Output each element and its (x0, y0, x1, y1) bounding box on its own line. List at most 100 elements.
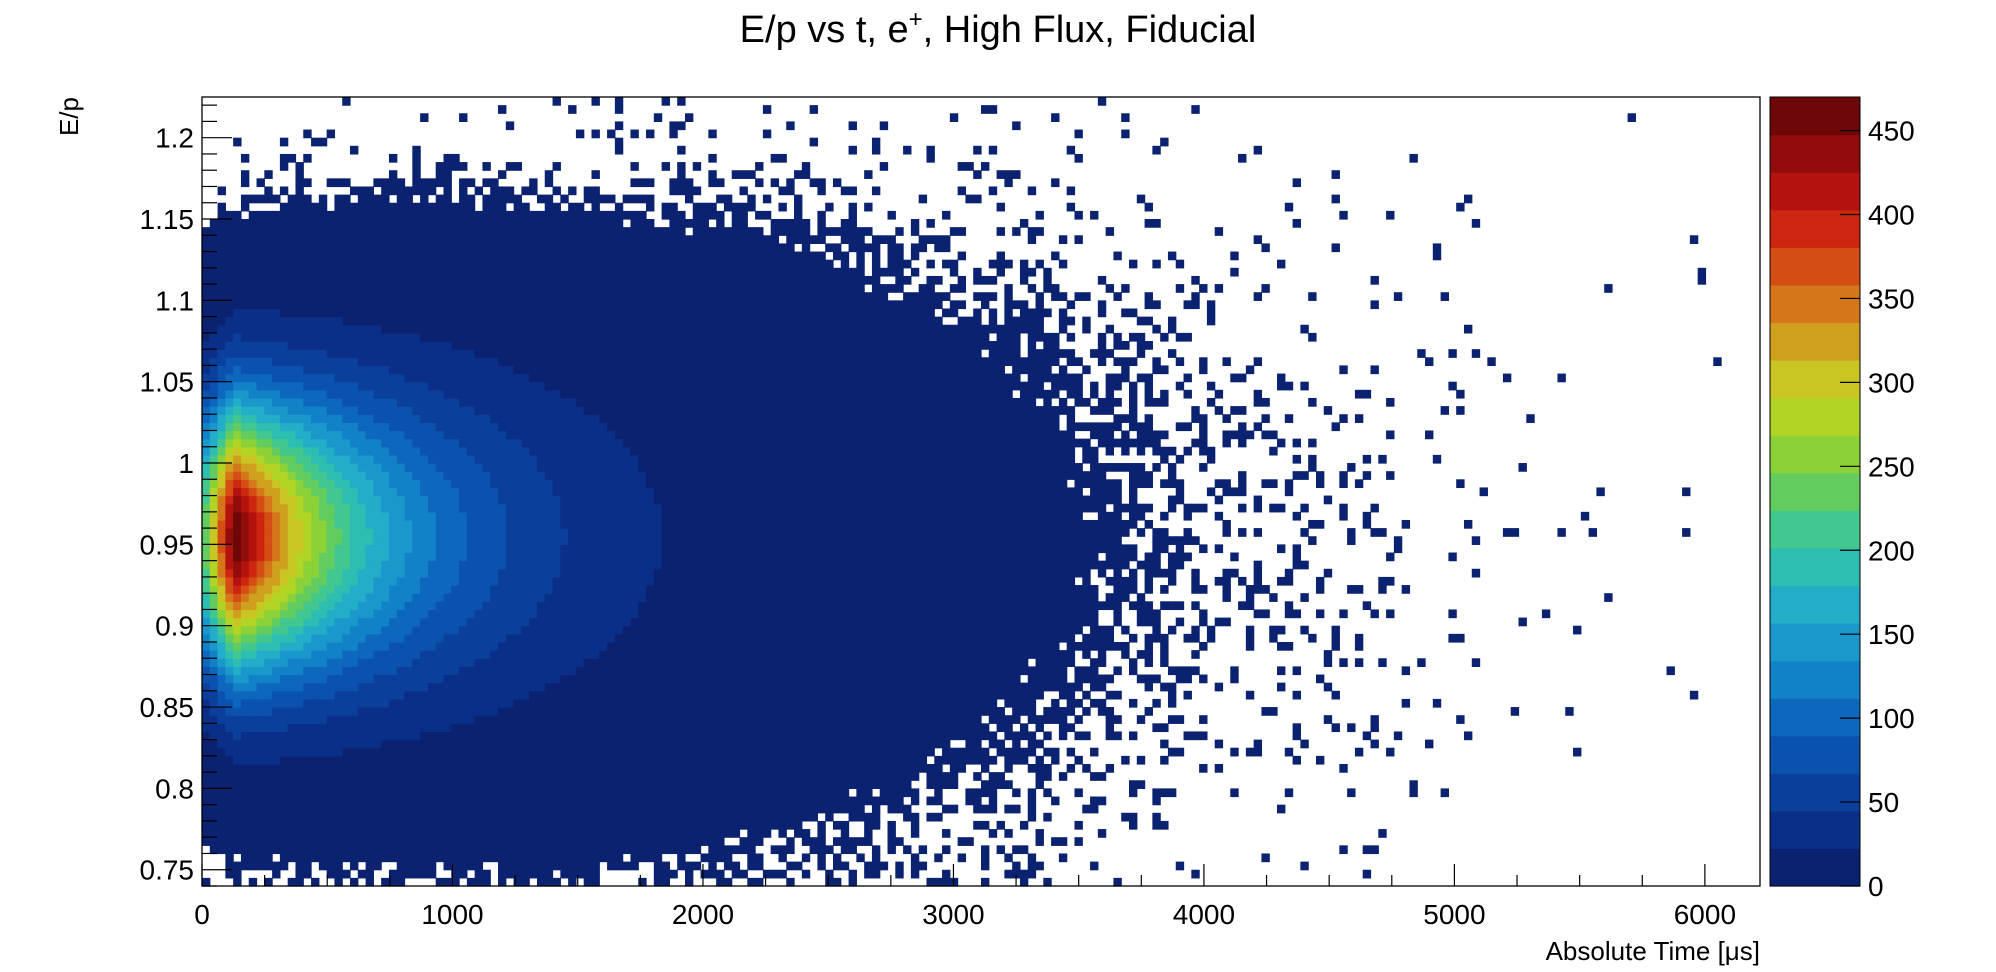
heatmap-bin (451, 292, 460, 301)
heatmap-bin (264, 707, 273, 716)
heatmap-bin (404, 780, 413, 789)
heatmap-bin (342, 763, 351, 773)
heatmap-bin (225, 227, 234, 236)
heatmap-bin (427, 227, 437, 236)
heatmap-bin (420, 332, 429, 342)
heatmap-bin (622, 837, 632, 846)
heatmap-bin (350, 739, 359, 749)
heatmap-bin (482, 568, 491, 578)
heatmap-bin (396, 235, 406, 245)
heatmap-bin (544, 341, 554, 350)
heatmap-bin (529, 698, 538, 708)
heatmap-bin (544, 837, 554, 846)
heatmap-bin (614, 666, 624, 676)
heatmap-bin (396, 267, 406, 277)
heatmap-bin (420, 780, 429, 789)
heatmap-bin (490, 755, 499, 765)
heatmap-bin (303, 682, 312, 692)
heatmap-bin (427, 373, 437, 383)
heatmap-bin (591, 650, 600, 659)
heatmap-bin (653, 869, 663, 879)
heatmap-bin (575, 300, 585, 310)
heatmap-bin (591, 365, 600, 375)
heatmap-bin (498, 292, 507, 301)
heatmap-bin (451, 788, 460, 798)
heatmap-bin (342, 812, 351, 822)
heatmap-bin (513, 861, 522, 871)
heatmap-bin (303, 552, 312, 562)
heatmap-bin (466, 755, 476, 765)
heatmap-bin (264, 495, 273, 505)
heatmap-bin (272, 585, 281, 594)
heatmap-bin (544, 235, 554, 245)
heatmap-bin (388, 666, 398, 676)
heatmap-bin (591, 829, 600, 838)
heatmap-bin (233, 275, 242, 285)
heatmap-bin (248, 593, 258, 602)
heatmap-bin (240, 316, 250, 326)
heatmap-bin (334, 308, 343, 318)
heatmap-bin (279, 454, 289, 464)
heatmap-bin (568, 658, 577, 667)
heatmap-bin (513, 454, 522, 464)
heatmap-bin (443, 707, 452, 716)
heatmap-bin (248, 210, 258, 220)
heatmap-bin (591, 349, 600, 358)
heatmap-bin (482, 576, 491, 586)
heatmap-bin (474, 259, 484, 269)
heatmap-bin (443, 267, 452, 277)
heatmap-bin (225, 438, 234, 448)
heatmap-bin (272, 650, 281, 659)
heatmap-bin (404, 544, 413, 554)
heatmap-bin (287, 300, 297, 310)
heatmap-bin (459, 341, 468, 350)
heatmap-bin (630, 316, 639, 326)
heatmap-bin (287, 763, 297, 773)
heatmap-bin (575, 853, 585, 863)
heatmap-bin (427, 568, 437, 578)
heatmap-bin (599, 674, 608, 684)
heatmap-bin (599, 617, 608, 627)
heatmap-bin (334, 389, 343, 399)
heatmap-bin (474, 495, 484, 505)
heatmap-bin (381, 259, 390, 269)
heatmap-bin (420, 349, 429, 358)
heatmap-bin (505, 812, 515, 822)
heatmap-bin (240, 259, 250, 269)
heatmap-bin (412, 267, 421, 277)
heatmap-bin (513, 341, 522, 350)
heatmap-bin (365, 804, 374, 814)
heatmap-bin (373, 365, 382, 375)
heatmap-bin (505, 389, 515, 399)
heatmap-bin (560, 780, 569, 789)
heatmap-bin (482, 275, 491, 285)
heatmap-bin (435, 414, 445, 423)
heatmap-bin (357, 568, 367, 578)
heatmap-bin (272, 210, 281, 220)
heatmap-bin (334, 324, 343, 334)
heatmap-bin (521, 438, 530, 448)
heatmap-bin (490, 593, 499, 602)
heatmap-bin (342, 430, 351, 440)
heatmap-bin (536, 568, 546, 578)
heatmap-bin (334, 715, 343, 724)
heatmap-bin (614, 698, 624, 708)
heatmap-bin (303, 861, 312, 871)
heatmap-bin (404, 186, 413, 196)
heatmap-bin (536, 243, 546, 253)
heatmap-bin (412, 528, 421, 537)
heatmap-bin (490, 576, 499, 586)
heatmap-bin (474, 511, 484, 521)
heatmap-bin (311, 528, 320, 537)
heatmap-bin (373, 414, 382, 423)
heatmap-bin (412, 471, 421, 480)
heatmap-bin (396, 503, 406, 513)
heatmap-bin (427, 641, 437, 651)
heatmap-bin (583, 284, 593, 293)
heatmap-bin (420, 251, 429, 261)
heatmap-bin (498, 763, 507, 773)
heatmap-bin (233, 235, 242, 245)
heatmap-bin (498, 446, 507, 456)
heatmap-bin (583, 438, 593, 448)
heatmap-bin (287, 316, 297, 326)
